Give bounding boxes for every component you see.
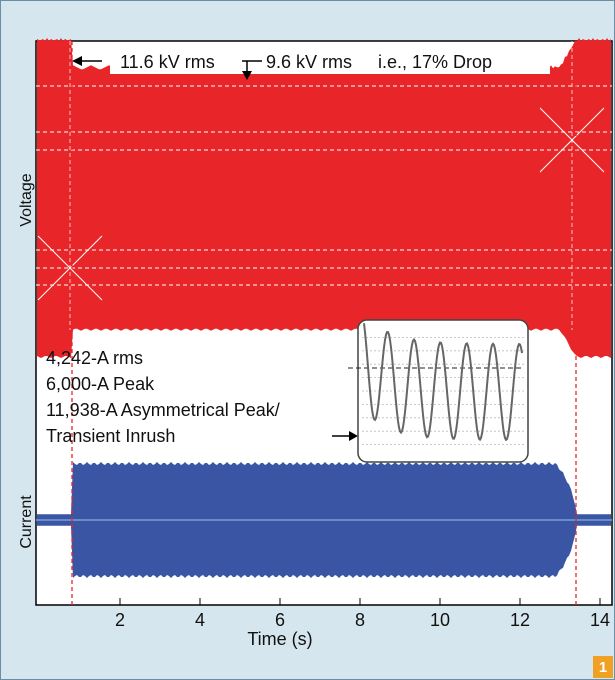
- x-tick-label: 10: [430, 610, 450, 630]
- current-series: [36, 462, 612, 578]
- cursor-cross-mark: [539, 107, 605, 173]
- x-tick-label: 14: [590, 610, 610, 630]
- inset-arrow-head: [349, 431, 358, 441]
- x-tick-label: 12: [510, 610, 530, 630]
- ylabel-voltage: Voltage: [18, 173, 35, 226]
- voltage-envelope: [37, 38, 611, 358]
- inrush-inset: [348, 319, 529, 463]
- figure-number-badge: 1: [593, 656, 613, 678]
- x-tick-label: 2: [115, 610, 125, 630]
- cursor-cross-mark: [37, 235, 103, 301]
- xlabel: Time (s): [247, 629, 312, 649]
- x-tick-label: 6: [275, 610, 285, 630]
- x-tick-label: 8: [355, 610, 365, 630]
- current-line-3: 11,938-A Asymmetrical Peak/: [46, 400, 280, 420]
- arrow-down-head: [242, 71, 252, 80]
- voltage-before-label: 11.6 kV rms: [120, 52, 215, 72]
- voltage-series: [37, 38, 611, 358]
- annotation-bg: [110, 50, 550, 74]
- current-line-2: 6,000-A Peak: [46, 374, 155, 394]
- grid: [36, 41, 612, 330]
- voltage-annotation: 11.6 kV rms 9.6 kV rms i.e., 17% Drop: [72, 50, 550, 80]
- x-axis-ticks: 2 4 6 8 10 12 14: [115, 598, 610, 630]
- drop-label: i.e., 17% Drop: [378, 52, 492, 72]
- current-line-4: Transient Inrush: [46, 426, 175, 446]
- current-line-1: 4,242-A rms: [46, 348, 143, 368]
- voltage-during-label: 9.6 kV rms: [266, 52, 352, 72]
- ylabel-current: Current: [18, 495, 35, 549]
- arrow-left-head: [72, 56, 82, 66]
- inset-waveform: [363, 323, 523, 442]
- x-tick-label: 4: [195, 610, 205, 630]
- current-annotation: 4,242-A rms 6,000-A Peak 11,938-A Asymme…: [46, 348, 358, 446]
- event-markers: [71, 41, 577, 605]
